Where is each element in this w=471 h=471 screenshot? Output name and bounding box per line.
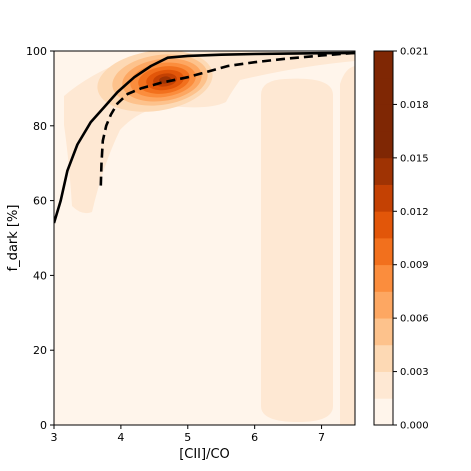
y-tick-label: 20 [33,344,47,357]
colorbar-band [374,77,393,105]
colorbar-tick-label: 0.000 [400,421,429,432]
series-solid-line [54,51,355,224]
colorbar-tick-label: 0.021 [400,47,429,58]
y-tick-label: 100 [26,45,47,58]
colorbar-tick-label: 0.009 [400,260,429,271]
y-axis-label: f_dark [%] [6,205,21,272]
colorbar-band [374,291,393,319]
x-tick-label: 3 [51,431,58,444]
colorbar-frame [373,50,394,426]
colorbar-band [374,104,393,132]
colorbar [374,51,393,426]
colorbar-tick-label: 0.006 [400,314,429,325]
colorbar-band [374,318,393,346]
density-right-tail-region [340,66,355,425]
x-tick-label: 6 [251,431,258,444]
colorbar-band [374,51,393,79]
y-tick-label: 0 [40,419,47,432]
colorbar-band [374,264,393,292]
colorbar-band [374,184,393,212]
colorbar-band [374,238,393,266]
y-tick-label: 80 [33,120,47,133]
colorbar-band [374,131,393,159]
colorbar-tick-label: 0.015 [400,153,429,164]
x-tick-label: 4 [117,431,124,444]
colorbar-band [374,157,393,185]
colorbar-band [374,371,393,399]
series-lines [54,51,355,224]
density-peak-levels [97,51,213,112]
x-tick-label: 7 [318,431,325,444]
density-tail-region [261,78,333,422]
plot-frame [53,50,356,426]
density-contours [54,51,355,425]
x-tick-label: 5 [184,431,191,444]
y-axis-ticks: 0 20 40 60 80 100 [26,45,54,432]
x-axis-label: [CII]/CO [179,447,230,462]
colorbar-ticks: 0.000 0.003 0.006 0.009 0.012 0.015 0.018 0.021 [393,47,429,432]
y-tick-label: 40 [33,269,47,282]
colorbar-band [374,344,393,372]
colorbar-tick-label: 0.003 [400,367,429,378]
colorbar-tick-label: 0.018 [400,100,429,111]
colorbar-band [374,211,393,239]
colorbar-tick-label: 0.012 [400,207,429,218]
colorbar-band [374,398,393,426]
x-axis-ticks: 3 4 5 6 7 [51,425,325,444]
y-tick-label: 60 [33,195,47,208]
